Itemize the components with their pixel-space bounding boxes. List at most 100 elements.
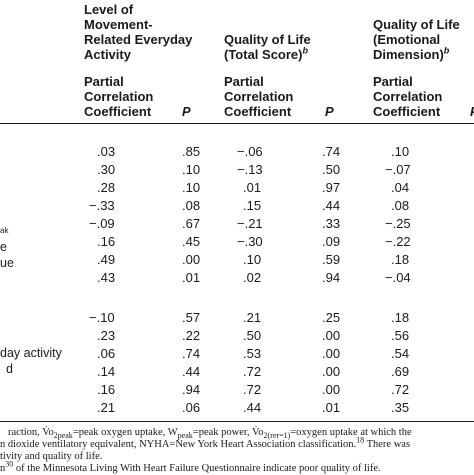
footnote-subscript: peak	[177, 431, 193, 441]
qol-total-p-cell: .94	[322, 270, 341, 285]
footnote-line-3: tivity and quality of life.	[0, 451, 103, 462]
footnote-reference: 30	[5, 459, 14, 469]
header-rule	[0, 123, 474, 124]
qol-total-coef-cell: .15	[243, 198, 262, 213]
qol-total-p-cell: .33	[322, 216, 341, 231]
footnote-text: of the Minnesota Living With Heart Failu…	[13, 463, 381, 474]
qol-emotional-coef-line-3: Coefficient	[373, 104, 441, 119]
activity-p-cell: .10	[182, 180, 201, 195]
peak-subscript: ak	[0, 226, 9, 235]
activity-p-cell: .94	[182, 382, 201, 397]
footnote-text: n dioxide ventilatory equivalent, NYHA=N…	[0, 439, 357, 450]
qol-emotional-coef-cell: .35	[391, 400, 410, 415]
qol-emotional-coef-cell: .10	[391, 144, 410, 159]
row-label-fragment-day-activity: day activity	[0, 346, 62, 360]
activity-p-cell: .44	[182, 364, 201, 379]
qol-emotional-coef-cell: .56	[391, 328, 410, 343]
footnote-line-2: n dioxide ventilatory equivalent, NYHA=N…	[0, 435, 411, 451]
activity-p-cell: .45	[182, 234, 201, 249]
activity-p-cell: .06	[182, 400, 201, 415]
qol-emotional-coef-cell: .54	[391, 346, 410, 361]
activity-p-cell: .74	[182, 346, 201, 361]
qol-total-coef-cell: −.21	[237, 216, 263, 231]
activity-coef-cell: .14	[97, 364, 116, 379]
qol-total-p-cell: .01	[322, 400, 341, 415]
qol-emotional-coef-cell: .72	[391, 382, 410, 397]
activity-coef-cell: −.10	[89, 310, 115, 325]
qol-total-title-line-1: Quality of Life	[224, 32, 311, 47]
footnote-text: =peak power, V̇o	[192, 427, 264, 438]
qol-emotional-coef-cell: .18	[391, 252, 410, 267]
qol-total-title-text: (Total Score)	[224, 47, 303, 62]
footnote-line-4: n30 of the Minnesota Living With Heart F…	[0, 459, 381, 475]
activity-coef-cell: −.09	[89, 216, 115, 231]
activity-coef-cell: .16	[97, 234, 116, 249]
footnote-reference: 18	[356, 435, 365, 445]
qol-total-coef-cell: −.06	[237, 144, 263, 159]
qol-emotional-coef-line-2: Correlation	[373, 89, 443, 104]
qol-total-coef-cell: .72	[243, 382, 262, 397]
activity-title-line-4: Activity	[84, 47, 131, 62]
qol-emotional-coef-cell: .08	[391, 198, 410, 213]
activity-p-cell: .00	[182, 252, 201, 267]
qol-total-coef-cell: .02	[243, 270, 262, 285]
qol-emotional-title-line-2: (Emotional	[373, 32, 441, 47]
activity-p-cell: .22	[182, 328, 201, 343]
footnote-subscript: 2(rer=1)	[263, 431, 291, 441]
activity-p-cell: .08	[182, 198, 201, 213]
qol-total-p-cell: .09	[322, 234, 341, 249]
qol-total-p-header: P	[325, 104, 334, 119]
qol-total-coef-cell: .21	[243, 310, 262, 325]
footnote-text: raction, V̇o	[8, 427, 54, 438]
footnote-line-1: raction, V̇o2peak=peak oxygen uptake, Wp…	[8, 426, 412, 441]
qol-total-coef-cell: .10	[243, 252, 262, 267]
qol-total-p-cell: .25	[322, 310, 341, 325]
activity-coef-cell: .06	[97, 346, 116, 361]
qol-total-coef-cell: −.13	[237, 162, 263, 177]
activity-p-cell: .85	[182, 144, 201, 159]
activity-coef-line-3: Coefficient	[84, 104, 152, 119]
activity-coef-cell: .30	[97, 162, 116, 177]
qol-emotional-coef-cell: .18	[391, 310, 410, 325]
qol-total-coef-line-1: Partial	[224, 74, 264, 89]
activity-title-line-2: Movement-	[84, 17, 153, 32]
qol-emotional-coef-cell: −.04	[385, 270, 411, 285]
qol-emotional-title-line-1: Quality of Life	[373, 17, 460, 32]
activity-coef-cell: .49	[97, 252, 116, 267]
qol-total-coef-cell: .44	[243, 400, 262, 415]
qol-total-p-cell: .00	[322, 346, 341, 361]
qol-total-coef-cell: .01	[243, 180, 262, 195]
activity-p-cell: .01	[182, 270, 201, 285]
qol-emotional-coef-cell: −.22	[385, 234, 411, 249]
qol-emotional-coef-cell: −.25	[385, 216, 411, 231]
row-label-fragment-d: d	[6, 362, 13, 376]
footnote-marker-b: b	[302, 45, 309, 56]
row-label-fragment-e: e	[0, 240, 7, 254]
qol-emotional-coef-cell: −.07	[385, 162, 411, 177]
qol-total-coef-cell: −.30	[237, 234, 263, 249]
activity-p-cell: .57	[182, 310, 201, 325]
footnote-marker-b: b	[443, 45, 450, 56]
activity-coef-cell: .23	[97, 328, 116, 343]
qol-total-p-cell: .59	[322, 252, 341, 267]
activity-coef-cell: .28	[97, 180, 116, 195]
qol-total-p-cell: .74	[322, 144, 341, 159]
footnote-subscript: 2peak	[53, 431, 73, 441]
activity-coef-line-1: Partial	[84, 74, 124, 89]
qol-total-p-cell: .97	[322, 180, 341, 195]
row-label-fragment-peak: ak	[0, 222, 8, 236]
activity-coef-cell: .43	[97, 270, 116, 285]
qol-emotional-title-line-3: Dimension)b	[373, 45, 450, 62]
activity-title-line-1: Level of	[84, 2, 134, 17]
qol-total-coef-cell: .72	[243, 364, 262, 379]
qol-total-coef-cell: .50	[243, 328, 262, 343]
qol-total-coef-line-3: Coefficient	[224, 104, 292, 119]
footnote-text: There was	[364, 439, 411, 450]
activity-title-line-3: Related Everyday	[84, 32, 193, 47]
footnote-text: =oxygen uptake at which the	[290, 427, 412, 438]
qol-emotional-coef-cell: .69	[391, 364, 410, 379]
footnote-text: n	[0, 463, 6, 474]
row-label-fragment-ue: ue	[0, 256, 14, 270]
activity-coef-cell: .16	[97, 382, 116, 397]
qol-total-coef-cell: .53	[243, 346, 262, 361]
